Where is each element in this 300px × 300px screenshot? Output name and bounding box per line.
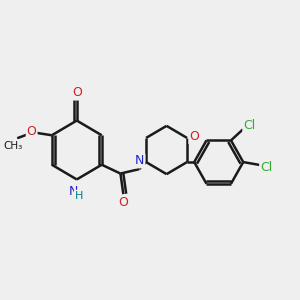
Text: O: O — [72, 86, 82, 99]
Text: O: O — [189, 130, 199, 143]
Text: O: O — [119, 196, 129, 209]
Text: N: N — [69, 185, 79, 198]
Text: Cl: Cl — [260, 161, 272, 174]
Text: Cl: Cl — [243, 119, 256, 132]
Text: N: N — [135, 154, 145, 167]
Text: H: H — [75, 190, 83, 201]
Text: O: O — [27, 125, 37, 138]
Text: CH₃: CH₃ — [4, 141, 23, 151]
